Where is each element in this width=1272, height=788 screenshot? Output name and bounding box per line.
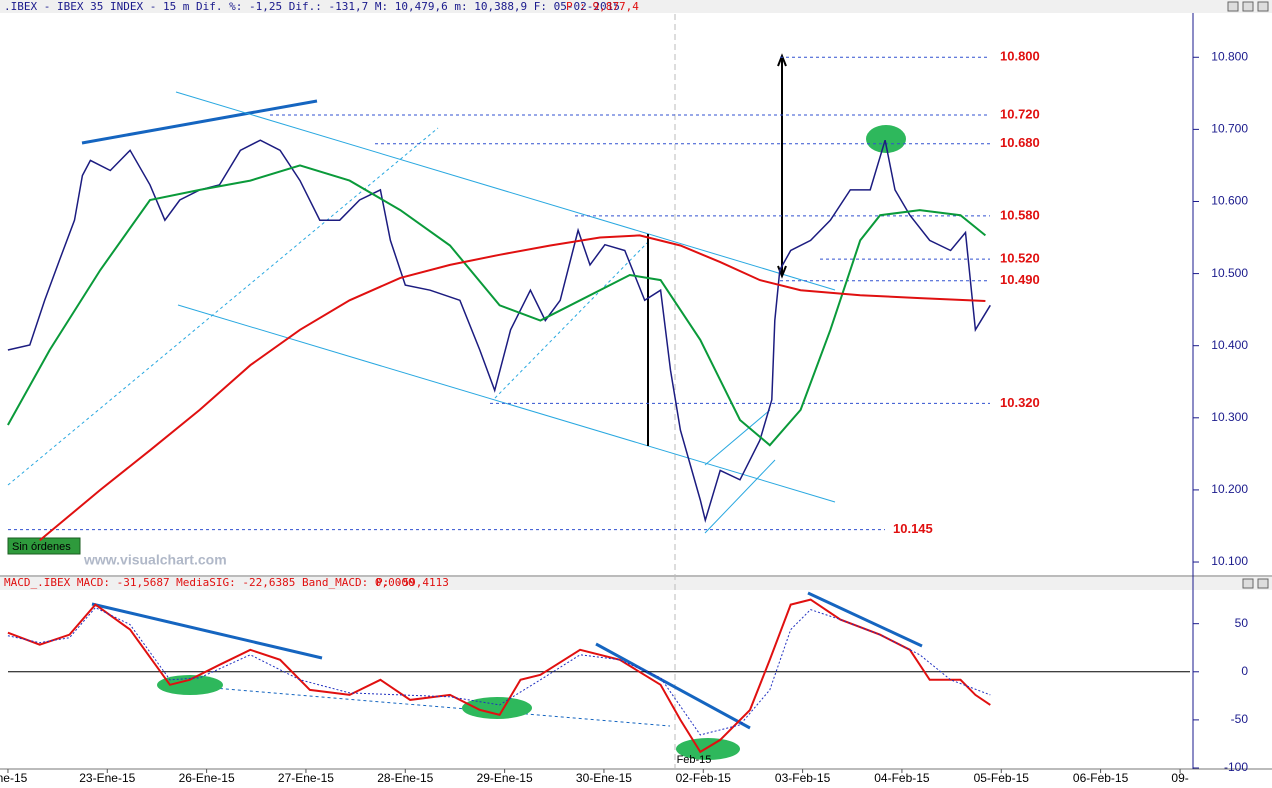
level-label: 10.320	[1000, 395, 1040, 410]
header-bar	[0, 0, 1272, 13]
level-label: 10.720	[1000, 106, 1040, 121]
series-line	[7, 139, 991, 524]
y-tick-label: 10.600	[1211, 194, 1248, 208]
x-tick-label: 09-	[1171, 771, 1188, 785]
window-button[interactable]	[1257, 578, 1269, 589]
x-tick-label: 05-Feb-15	[974, 771, 1030, 785]
trendline	[595, 642, 751, 730]
level-label: 10.800	[1000, 49, 1040, 64]
trendline	[81, 99, 318, 145]
y-tick-label: 10.400	[1211, 338, 1248, 352]
channel-line	[704, 459, 776, 534]
x-tick-label: 03-Feb-15	[775, 771, 831, 785]
highlight	[866, 125, 906, 153]
level-label: 10.680	[1000, 135, 1040, 150]
window-button[interactable]	[1257, 1, 1269, 12]
chart-title: .IBEX - IBEX 35 INDEX - 15 m Dif. %: -1,…	[4, 0, 620, 13]
x-tick-label: 02-Feb-15	[676, 771, 732, 785]
channel-line	[494, 239, 651, 399]
level-label: 10.490	[1000, 272, 1040, 287]
trendline	[91, 602, 323, 660]
y-tick-label: 10.200	[1211, 482, 1248, 496]
highlight	[462, 697, 532, 719]
window-buttons[interactable]	[1227, 1, 1269, 589]
x-tick-label: 30-Ene-15	[576, 771, 632, 785]
x-tick-label: 29-Ene-15	[477, 771, 533, 785]
channel-line	[704, 409, 771, 466]
series-line	[7, 598, 991, 754]
window-button[interactable]	[1242, 578, 1254, 589]
highlight	[676, 738, 740, 760]
y-tick-label: -50	[1231, 712, 1249, 726]
chart-title-extra: P: -59,4113	[376, 576, 449, 589]
series-line	[39, 234, 986, 542]
level-label: 10.580	[1000, 207, 1040, 222]
channel-line	[175, 91, 836, 291]
window-button[interactable]	[1242, 1, 1254, 12]
x-tick-label: 28-Ene-15	[377, 771, 433, 785]
trendline	[807, 591, 923, 648]
x-tick-label: 26-Ene-15	[179, 771, 235, 785]
chart-title: MACD_.IBEX MACD: -31,5687 MediaSIG: -22,…	[4, 576, 415, 589]
orders-button-label[interactable]: Sin órdenes	[12, 541, 71, 553]
y-tick-label: 10.700	[1211, 122, 1248, 136]
x-tick-label: 06-Feb-15	[1073, 771, 1129, 785]
y-tick-label: 10.500	[1211, 266, 1248, 280]
watermark: www.visualchart.com	[83, 552, 227, 568]
window-button[interactable]	[1227, 1, 1239, 12]
x-tick-label: 23-Ene-15	[79, 771, 135, 785]
y-tick-label: 10.100	[1211, 554, 1248, 568]
y-tick-label: 50	[1235, 616, 1249, 630]
x-tick-label: 27-Ene-15	[278, 771, 334, 785]
x-tick-label: Ene-15	[0, 771, 28, 785]
chart-title-extra: P : 9,877,4	[566, 0, 639, 13]
y-tick-label: 10.800	[1211, 49, 1248, 63]
y-tick-label: 0	[1241, 664, 1248, 678]
annotation: Feb-15	[677, 754, 712, 766]
y-tick-label: -100	[1224, 760, 1248, 774]
y-tick-label: 10.300	[1211, 410, 1248, 424]
level-label: 10.520	[1000, 251, 1040, 266]
series-line	[7, 164, 987, 447]
header-bar	[0, 577, 1272, 590]
x-tick-label: 04-Feb-15	[874, 771, 930, 785]
series-line	[7, 606, 991, 736]
trendline	[189, 685, 671, 727]
level-label: 10.145	[893, 521, 933, 536]
